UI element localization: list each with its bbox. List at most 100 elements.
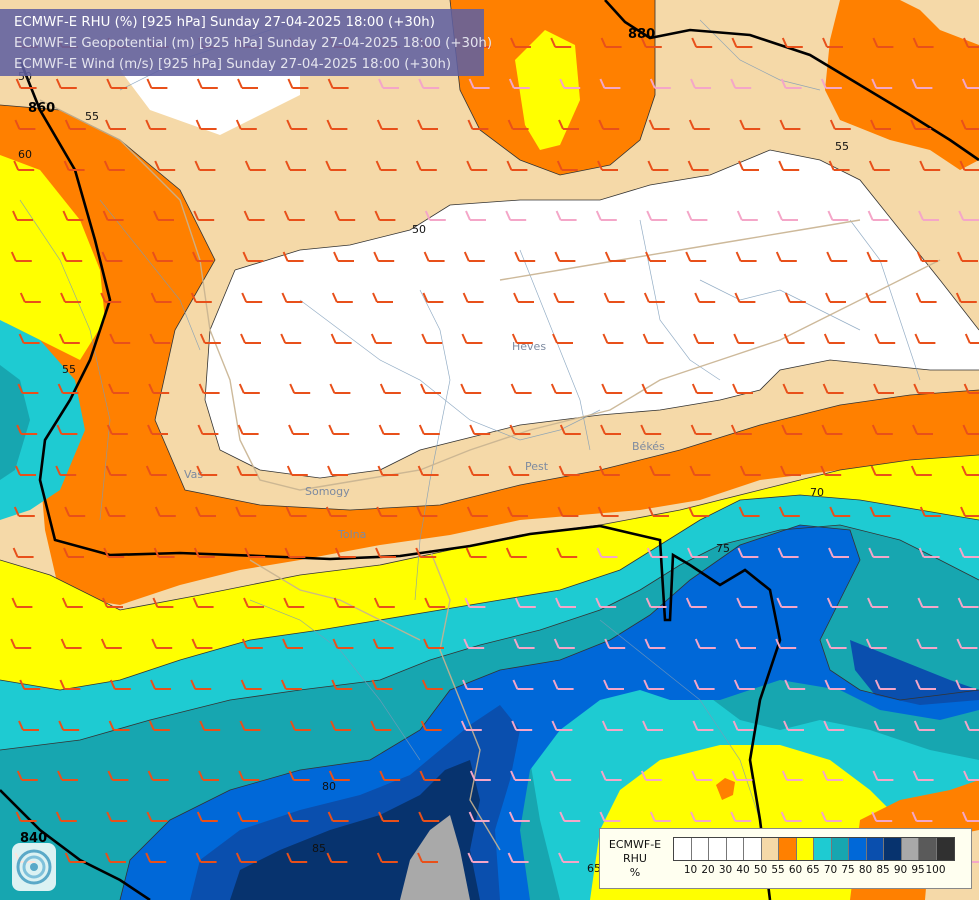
title-geopotential: ECMWF-E Geopotential (m) [925 hPa] Sunda… [14, 36, 493, 51]
wind-barb [466, 160, 488, 171]
wind-barb [379, 770, 401, 781]
geopotential-label-880: 880 [628, 27, 655, 42]
wind-barb [556, 160, 578, 171]
wind-barb [108, 383, 129, 394]
wind-barb [691, 770, 713, 781]
wind-barb [10, 251, 32, 262]
wind-barb [376, 852, 398, 863]
wind-barb [595, 210, 617, 221]
wind-barb [281, 292, 303, 303]
wind-barb [150, 679, 171, 690]
legend-swatch [779, 838, 797, 860]
wind-barb [147, 424, 168, 435]
wind-barb [332, 638, 354, 649]
wind-barb [372, 292, 393, 303]
wind-barb [913, 720, 935, 731]
wind-barb [196, 811, 218, 822]
wind-barb [599, 78, 621, 89]
wind-barb [558, 465, 580, 476]
wind-barb [558, 119, 579, 130]
wind-barb [148, 720, 170, 731]
wind-barb [192, 597, 214, 608]
wind-barb [917, 597, 939, 608]
wind-barb [873, 720, 895, 731]
wind-barb [325, 506, 347, 517]
legend-tick-label: 40 [736, 864, 750, 876]
wind-barb [784, 292, 806, 303]
wind-barb [599, 811, 621, 822]
wind-barb [598, 119, 620, 130]
wind-barb [778, 160, 800, 171]
wind-barb [56, 424, 78, 435]
wind-barb [550, 37, 572, 48]
wind-barb [100, 638, 122, 649]
wind-barb [694, 638, 716, 649]
wind-barb [821, 424, 843, 435]
geopotential-label-840: 840 [20, 831, 47, 846]
wind-barb [282, 251, 304, 262]
wind-barb [282, 638, 303, 649]
wind-barb [559, 811, 581, 822]
wind-barb [327, 78, 349, 89]
wind-barb [963, 37, 979, 48]
wind-barb [913, 383, 935, 394]
wind-barb [376, 506, 398, 517]
wind-barb [919, 506, 941, 517]
ecmwf-swirl-icon [12, 843, 56, 891]
wind-barb [327, 811, 349, 822]
wind-barb [641, 383, 663, 394]
wind-barb [827, 210, 849, 221]
wind-barb [145, 852, 167, 863]
wind-barb [19, 679, 41, 690]
legend-tick-label: 20 [701, 864, 715, 876]
wind-barb [289, 383, 311, 394]
wind-barbs [10, 37, 979, 863]
wind-barb [870, 119, 891, 130]
wind-barb [288, 770, 310, 781]
wind-barb [828, 160, 850, 171]
wind-barb [962, 424, 979, 435]
rhu-label-80: 80 [322, 780, 336, 793]
wind-barb [237, 811, 258, 822]
wind-barb [468, 811, 490, 822]
wind-barb [153, 547, 175, 558]
wind-barb [423, 251, 445, 262]
wind-barb [595, 597, 617, 608]
wind-barb [106, 78, 128, 89]
wind-barb [13, 160, 35, 171]
wind-barb [418, 811, 440, 822]
wind-barb [103, 547, 125, 558]
wind-barb [63, 160, 85, 171]
wind-barb [286, 852, 308, 863]
legend-tick-label: 90 [893, 864, 908, 876]
wind-barb [823, 333, 845, 344]
wind-barb [911, 811, 933, 822]
wind-barb [690, 811, 711, 822]
wind-barb [286, 119, 308, 130]
wind-barb [869, 506, 891, 517]
wind-barb [285, 506, 307, 517]
wind-barb [822, 383, 844, 394]
wind-barb [872, 770, 894, 781]
wind-barb [469, 770, 491, 781]
wind-barb [331, 679, 353, 690]
wind-barb [958, 210, 979, 221]
wind-barb [373, 251, 395, 262]
wind-barb [779, 119, 801, 130]
rhu-label-55-right: 55 [835, 140, 849, 153]
rhu-band-50-top-left [120, 70, 300, 135]
wind-barb [867, 210, 889, 221]
wind-barb [417, 119, 438, 130]
geopotential-label-860: 860 [28, 101, 55, 116]
wind-barb [870, 465, 892, 476]
wind-barb [152, 597, 174, 608]
wind-barb [777, 210, 798, 221]
wind-barb [871, 811, 893, 822]
wind-barb [462, 292, 484, 303]
wind-barb [513, 638, 535, 649]
wind-barb [514, 597, 536, 608]
wind-barb [781, 770, 803, 781]
wind-barb [646, 547, 668, 558]
rhu-label-60-left: 60 [18, 148, 32, 161]
